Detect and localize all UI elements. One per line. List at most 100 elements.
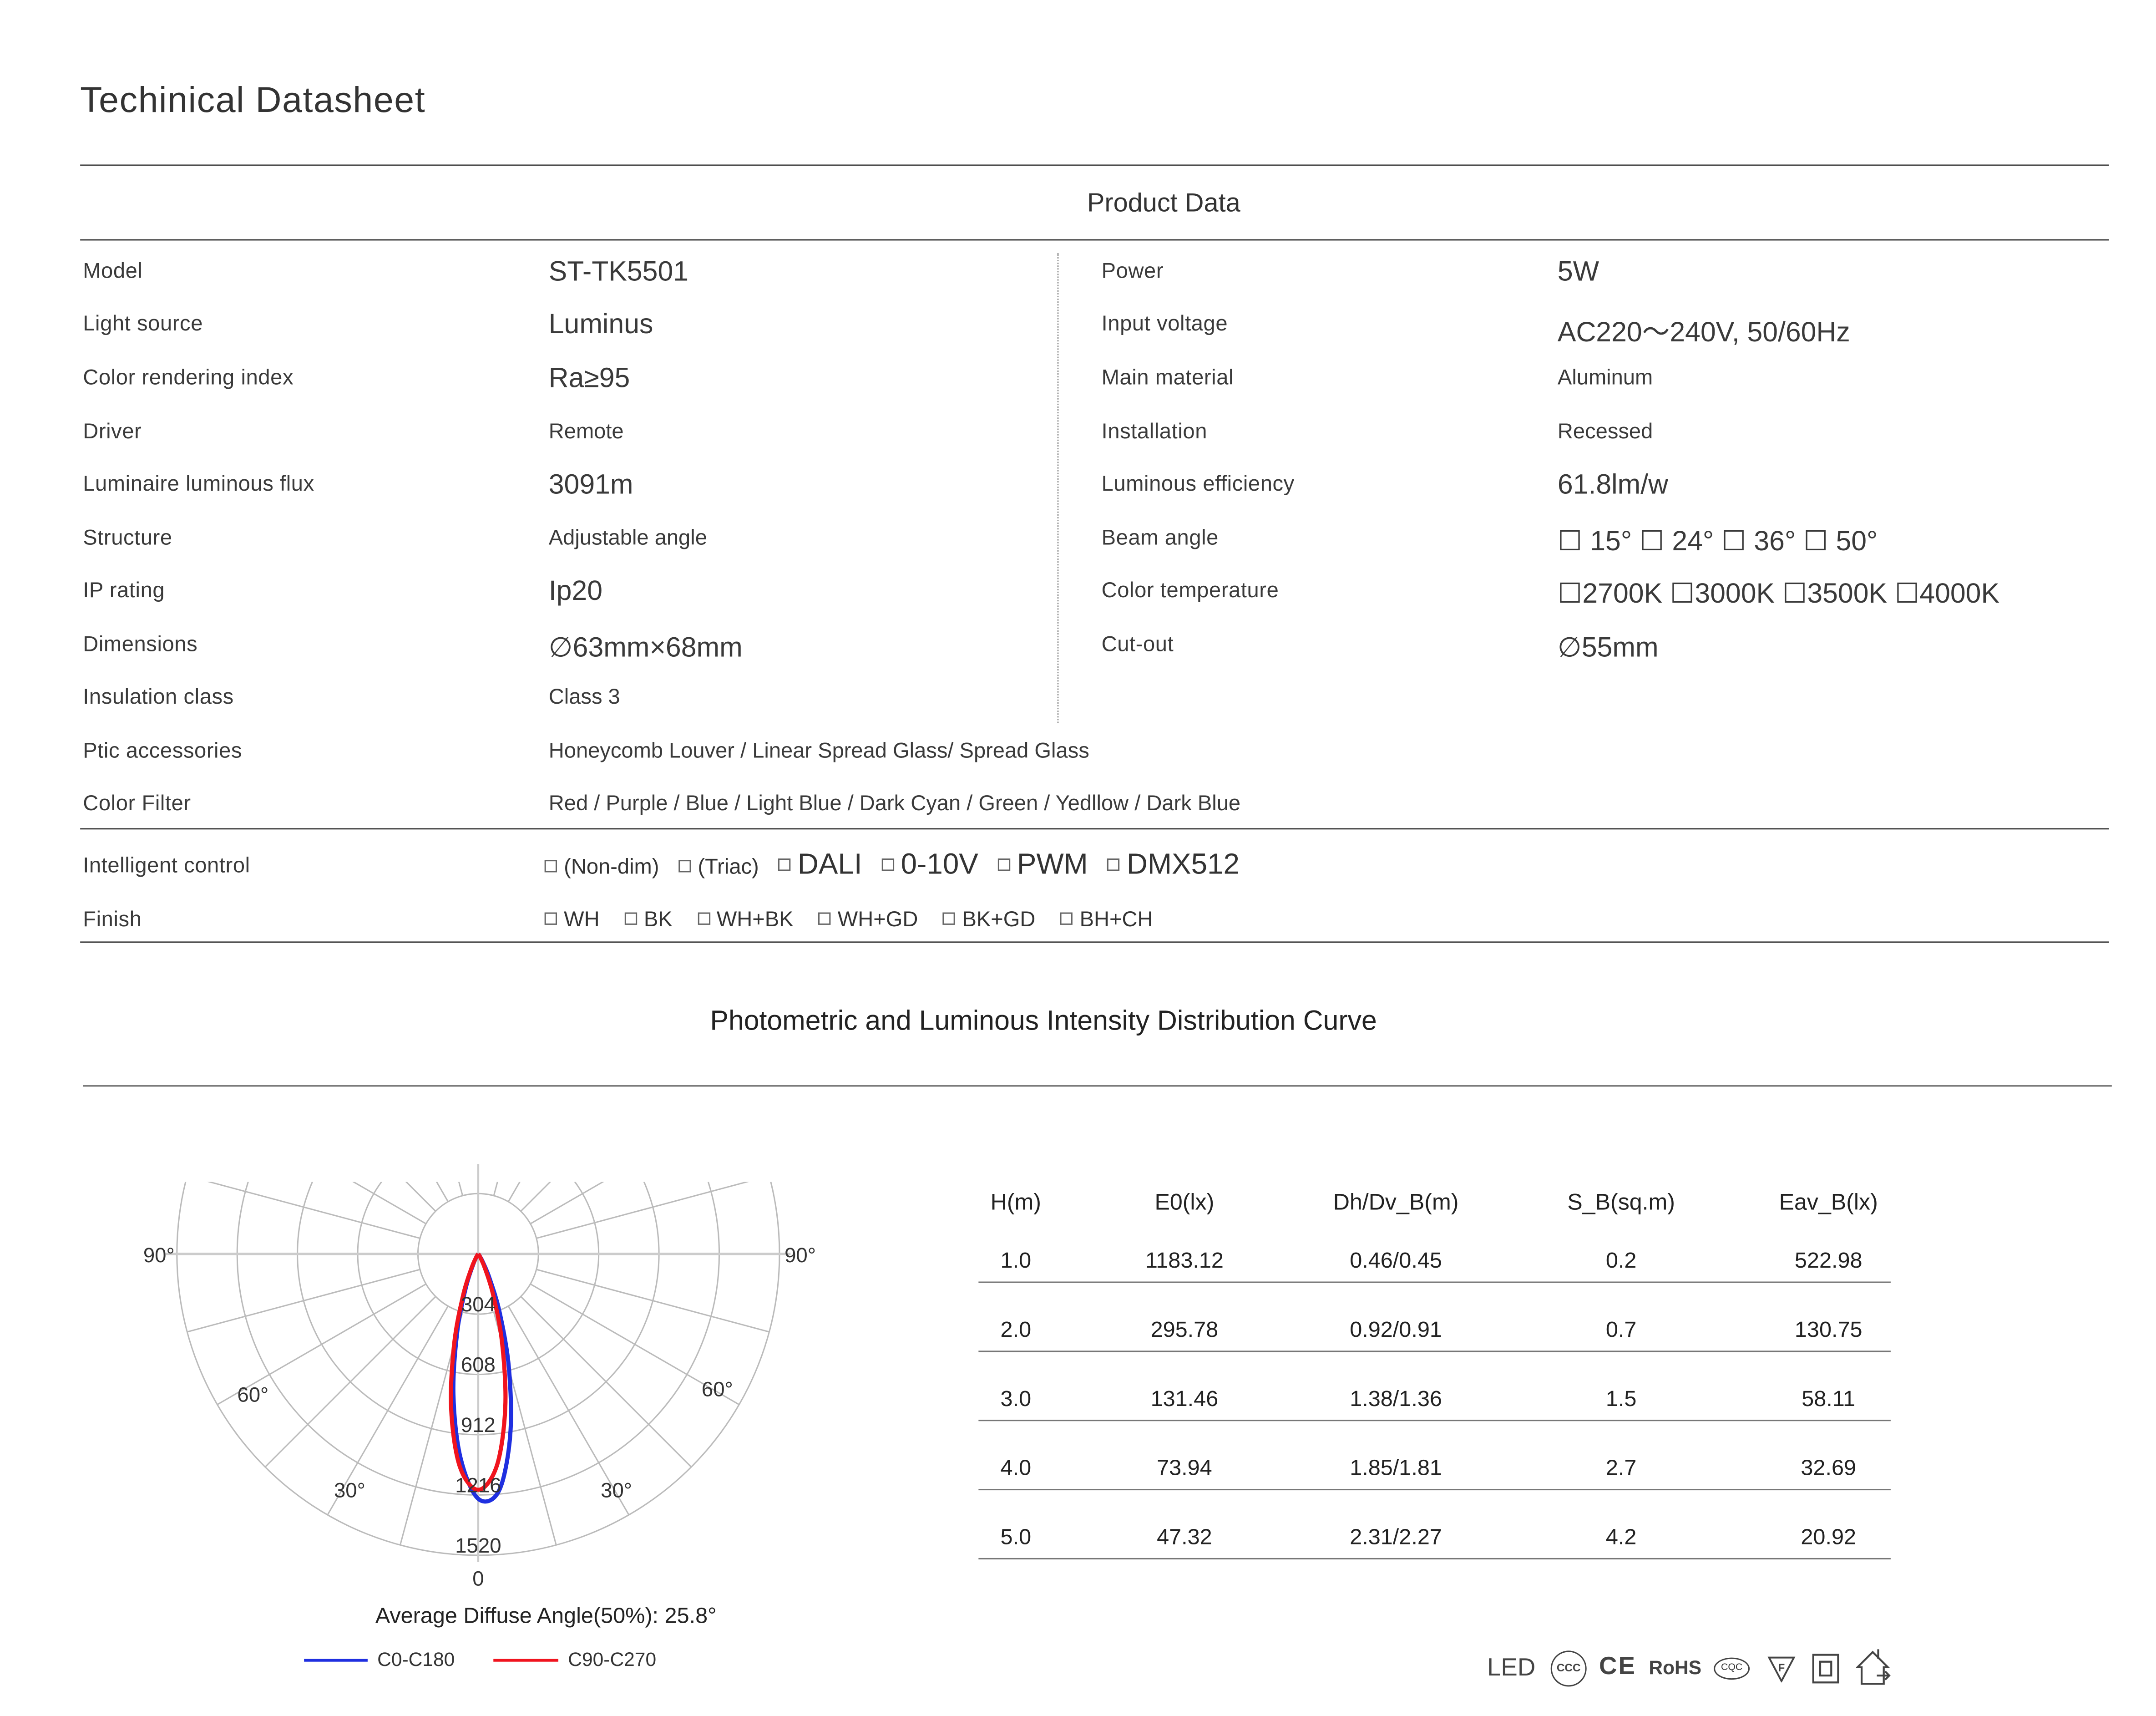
table-header: H(m) — [990, 1190, 1042, 1215]
radial-tick-label: 304 — [461, 1293, 496, 1316]
spec-value: 5W — [1557, 257, 1599, 288]
spec-label: Cut-out — [1101, 633, 1174, 657]
radial-tick-label: 912 — [461, 1413, 496, 1437]
grid-spoke — [530, 1283, 740, 1406]
checkbox-icon[interactable] — [1107, 858, 1120, 871]
spec-label: Input voltage — [1101, 312, 1228, 336]
option-checkbox[interactable]: WH+GD — [818, 908, 918, 932]
column-divider — [1057, 253, 1059, 723]
table-cell: 2.31/2.27 — [1350, 1526, 1442, 1550]
spec-label: Luminaire luminous flux — [83, 472, 314, 497]
cqc-text: CQC — [1721, 1663, 1743, 1673]
spec-label: Luminous efficiency — [1101, 472, 1295, 497]
polar-chart: 304 608 912 1216 1520 0 90° 60° 30° 90° 60° 30° — [143, 1164, 816, 1590]
option-checkbox[interactable]: 0-10V — [881, 849, 978, 881]
option-checkbox[interactable]: WH — [544, 908, 600, 932]
spec-value: 61.8lm/w — [1557, 470, 1668, 501]
table-header: S_B(sq.m) — [1567, 1190, 1675, 1215]
spec-value: Aluminum — [1557, 366, 1653, 390]
option-checkbox[interactable]: DALI — [778, 849, 862, 881]
spec-value: Honeycomb Louver / Linear Spread Glass/ … — [548, 739, 1089, 763]
intelligent-control-label: Intelligent control — [83, 854, 250, 878]
checkbox-icon[interactable] — [997, 858, 1010, 871]
grid-spoke — [493, 1182, 498, 1196]
checkbox-icon[interactable] — [697, 913, 710, 926]
option-label: 0-10V — [901, 848, 978, 881]
grid-spoke — [520, 1182, 551, 1212]
option-checkbox[interactable]: BK+GD — [942, 908, 1036, 932]
table-cell: 3.0 — [1000, 1388, 1032, 1411]
spec-value: 3091m — [548, 470, 633, 501]
led-logo: LED — [1487, 1653, 1536, 1681]
grid-spoke — [507, 1305, 630, 1515]
table-cell: 0.2 — [1605, 1249, 1637, 1274]
ccc-logo: CCC — [1550, 1650, 1587, 1687]
option-checkbox[interactable]: (Triac) — [678, 856, 759, 879]
radial-tick-label: 1216 — [455, 1473, 501, 1497]
angle-label-left: 30° — [334, 1478, 365, 1502]
spec-value: Red / Purple / Blue / Light Blue / Dark … — [548, 792, 1241, 816]
checkbox-icon[interactable] — [544, 913, 557, 926]
indoor-use-icon — [1856, 1649, 1891, 1685]
option-label: (Triac) — [698, 856, 759, 879]
divider — [80, 164, 2109, 167]
intelligent-control-options: (Non-dim) (Triac) DALI 0-10V PWM DMX512 — [544, 849, 1259, 882]
checkbox-icon[interactable] — [942, 913, 956, 926]
grid-spoke — [536, 1269, 769, 1333]
class-ii-icon — [1812, 1654, 1839, 1684]
checkbox-icon[interactable] — [778, 858, 791, 871]
spec-value: Class 3 — [548, 685, 620, 710]
grid-spoke — [530, 1182, 604, 1224]
legend-line-c90 — [493, 1659, 559, 1662]
spec-value: ☐2700K ☐3000K ☐3500K ☐4000K — [1557, 579, 1999, 610]
option-checkbox[interactable]: BK — [624, 908, 673, 932]
checkbox-icon[interactable] — [818, 913, 831, 926]
checkbox-icon[interactable] — [678, 860, 691, 873]
option-label: (Non-dim) — [564, 856, 659, 879]
spec-value: Ra≥95 — [548, 363, 630, 394]
spec-label: Driver — [83, 420, 142, 444]
table-cell: 130.75 — [1794, 1319, 1862, 1343]
table-cell: 1.5 — [1605, 1388, 1637, 1411]
radial-tick-label: 1520 — [455, 1534, 501, 1557]
checkbox-icon[interactable] — [624, 913, 637, 926]
option-label: DMX512 — [1126, 848, 1240, 881]
divider — [80, 941, 2109, 944]
legend-label-c0: C0-C180 — [377, 1648, 455, 1670]
option-checkbox[interactable]: WH+BK — [697, 908, 794, 932]
table-cell: 2.7 — [1605, 1457, 1637, 1481]
series-curve-c90-c270 — [449, 1252, 508, 1492]
checkbox-icon[interactable] — [1060, 913, 1073, 926]
ccc-text: CCC — [1556, 1661, 1581, 1675]
page-title: Techinical Datasheet — [80, 79, 426, 121]
f-mark-text: F — [1778, 1662, 1785, 1674]
angle-label-right: 60° — [702, 1378, 733, 1401]
option-checkbox[interactable]: DMX512 — [1107, 849, 1240, 881]
option-checkbox[interactable]: PWM — [997, 849, 1088, 881]
table-header: Dh/Dv_B(m) — [1333, 1190, 1459, 1215]
spec-label: Color rendering index — [83, 366, 294, 390]
option-label: BK — [643, 908, 673, 932]
series-curve-c0-c180 — [451, 1252, 513, 1504]
spec-value: AC220～240V, 50/60Hz — [1557, 318, 1850, 349]
spec-label: Installation — [1101, 420, 1208, 444]
checkbox-icon[interactable] — [881, 858, 894, 871]
grid-spoke — [405, 1182, 436, 1212]
divider — [80, 239, 2109, 241]
table-cell: 522.98 — [1794, 1249, 1862, 1274]
f-mark-icon: F — [1767, 1656, 1796, 1683]
row-divider — [978, 1281, 1891, 1284]
spec-label: Color Filter — [83, 792, 191, 816]
table-header: E0(lx) — [1154, 1190, 1215, 1215]
table-cell: 0.7 — [1605, 1319, 1637, 1343]
checkbox-icon[interactable] — [544, 860, 557, 873]
option-label: BK+GD — [962, 908, 1036, 932]
option-label: BH+CH — [1079, 908, 1153, 932]
grid-spoke — [207, 1182, 420, 1239]
table-cell: 73.94 — [1157, 1457, 1212, 1481]
spec-label: Main material — [1101, 366, 1234, 390]
option-checkbox[interactable]: (Non-dim) — [544, 856, 659, 879]
option-checkbox[interactable]: BH+CH — [1060, 908, 1153, 932]
table-cell: 32.69 — [1801, 1457, 1857, 1481]
